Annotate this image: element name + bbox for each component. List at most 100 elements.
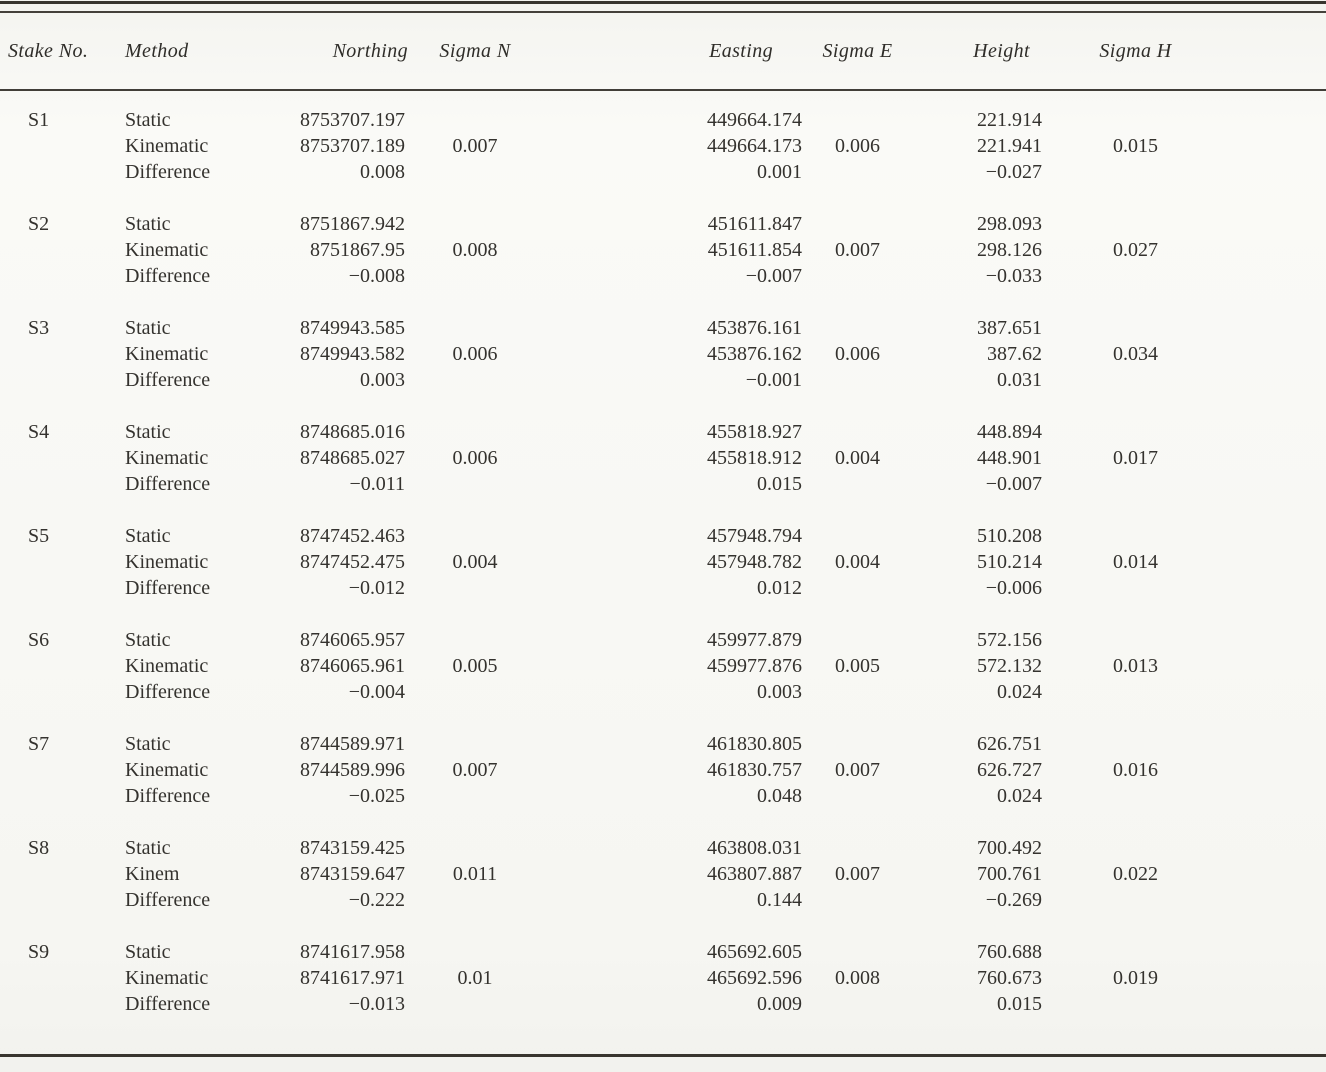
height-cell: 572.132 [977, 655, 1042, 677]
method-cell: Difference [125, 785, 211, 807]
sigma-e-cell: 0.008 [835, 967, 880, 989]
sigma-h-cell [1045, 679, 1326, 705]
sigma-e-cell: 0.006 [835, 135, 880, 157]
northing-cell: 8751867.95 [310, 239, 405, 261]
stake-cell [0, 367, 100, 393]
height-cell: 448.894 [977, 421, 1042, 443]
height-cell: 700.761 [977, 863, 1042, 885]
stake-cell [0, 133, 100, 159]
northing-cell: 8749943.582 [300, 343, 405, 365]
height-cell: 0.031 [997, 369, 1042, 391]
northing-cell: −0.025 [348, 785, 405, 807]
easting-cell: 459977.876 [707, 655, 802, 677]
header-row: Stake No. Method Northing Sigma N Eastin… [0, 13, 1326, 91]
method-cell: Static [125, 941, 171, 963]
table-row: Kinem 8743159.647 0.011 463807.887 0.007 700.… [0, 861, 1326, 887]
stake-cell: S7 [28, 733, 50, 755]
method-cell: Static [125, 317, 171, 339]
sigma-e-cell [805, 497, 910, 549]
sigma-n-cell [410, 913, 540, 965]
method-cell: Kinematic [125, 447, 209, 469]
stake-cell [0, 263, 100, 289]
northing-cell: 8747452.463 [300, 525, 405, 547]
northing-cell: −0.004 [348, 681, 405, 703]
northing-cell: 0.003 [360, 369, 405, 391]
sigma-e-cell: 0.006 [835, 343, 880, 365]
stake-cell: S3 [28, 317, 50, 339]
stake-cell [0, 991, 100, 1017]
sigma-h-cell: 0.013 [1113, 655, 1158, 677]
sigma-h-cell [1045, 887, 1326, 913]
sigma-n-cell [410, 471, 540, 497]
sigma-h-cell [1045, 90, 1326, 133]
sigma-h-cell: 0.015 [1113, 135, 1158, 157]
table-row: S8 Static 8743159.425 463808.031 700.492 [0, 809, 1326, 861]
easting-cell: 465692.596 [707, 967, 802, 989]
height-cell: 626.751 [977, 733, 1042, 755]
table-bottom-rule [0, 1054, 1326, 1057]
sigma-e-cell [805, 263, 910, 289]
sigma-n-cell [410, 887, 540, 913]
method-cell: Kinematic [125, 655, 209, 677]
sigma-n-cell [410, 289, 540, 341]
stake-cell: S9 [28, 941, 50, 963]
sigma-e-cell: 0.005 [835, 655, 880, 677]
col-header-sigma-h: Sigma H [1045, 13, 1326, 91]
northing-cell: 8753707.197 [300, 109, 405, 131]
northing-cell: 8746065.961 [300, 655, 405, 677]
sigma-n-cell [410, 90, 540, 133]
table-row: Difference −0.004 0.003 0.024 [0, 679, 1326, 705]
easting-cell: −0.007 [745, 265, 802, 287]
easting-cell: 0.015 [757, 473, 802, 495]
sigma-n-cell: 0.005 [452, 655, 498, 677]
method-cell: Static [125, 109, 171, 131]
method-cell: Kinematic [125, 759, 209, 781]
stake-cell: S8 [28, 837, 50, 859]
height-cell: 448.901 [977, 447, 1042, 469]
sigma-e-cell: 0.007 [835, 759, 880, 781]
method-cell: Static [125, 837, 171, 859]
sigma-n-cell [410, 263, 540, 289]
sigma-e-cell [805, 705, 910, 757]
sigma-e-cell [805, 289, 910, 341]
sigma-h-cell [1045, 783, 1326, 809]
sigma-h-cell: 0.014 [1113, 551, 1158, 573]
easting-cell: 451611.854 [707, 239, 802, 261]
height-cell: 0.024 [997, 681, 1042, 703]
easting-cell: 461830.757 [707, 759, 802, 781]
sigma-h-cell [1045, 263, 1326, 289]
sigma-e-cell [805, 679, 910, 705]
method-cell: Kinematic [125, 551, 209, 573]
sigma-n-cell [410, 367, 540, 393]
stake-group: S1 Static 8753707.197 449664.174 221.914 Kine… [0, 90, 1326, 185]
sigma-h-cell [1045, 393, 1326, 445]
table-row: Kinematic 8746065.961 0.005 459977.876 0.005… [0, 653, 1326, 679]
sigma-n-cell [410, 575, 540, 601]
table-row: S1 Static 8753707.197 449664.174 221.914 [0, 90, 1326, 133]
method-cell: Kinematic [125, 967, 209, 989]
easting-cell: −0.001 [745, 369, 802, 391]
stake-group: S7 Static 8744589.971 461830.805 626.751 Kine… [0, 705, 1326, 809]
height-cell: 760.673 [977, 967, 1042, 989]
northing-cell: 8741617.958 [300, 941, 405, 963]
table-row: Difference 0.003 −0.001 0.031 [0, 367, 1326, 393]
stake-group: S8 Static 8743159.425 463808.031 700.492 Kine… [0, 809, 1326, 913]
northing-cell: −0.013 [348, 993, 405, 1015]
sigma-e-cell: 0.007 [835, 863, 880, 885]
col-header-easting: Easting [540, 13, 805, 91]
sigma-h-cell [1045, 289, 1326, 341]
table-row: Kinematic 8751867.95 0.008 451611.854 0.007 2… [0, 237, 1326, 263]
method-cell: Difference [125, 577, 211, 599]
method-cell: Static [125, 213, 171, 235]
height-cell: 626.727 [977, 759, 1042, 781]
height-cell: 760.688 [977, 941, 1042, 963]
survey-results-table: Stake No. Method Northing Sigma N Eastin… [0, 13, 1326, 1017]
height-cell: −0.006 [985, 577, 1042, 599]
stake-group: S6 Static 8746065.957 459977.879 572.156 Kine… [0, 601, 1326, 705]
table-row: S4 Static 8748685.016 455818.927 448.894 [0, 393, 1326, 445]
table-row: Kinematic 8749943.582 0.006 453876.162 0.006… [0, 341, 1326, 367]
height-cell: −0.269 [985, 889, 1042, 911]
table-row: Difference −0.025 0.048 0.024 [0, 783, 1326, 809]
northing-cell: 8746065.957 [300, 629, 405, 651]
